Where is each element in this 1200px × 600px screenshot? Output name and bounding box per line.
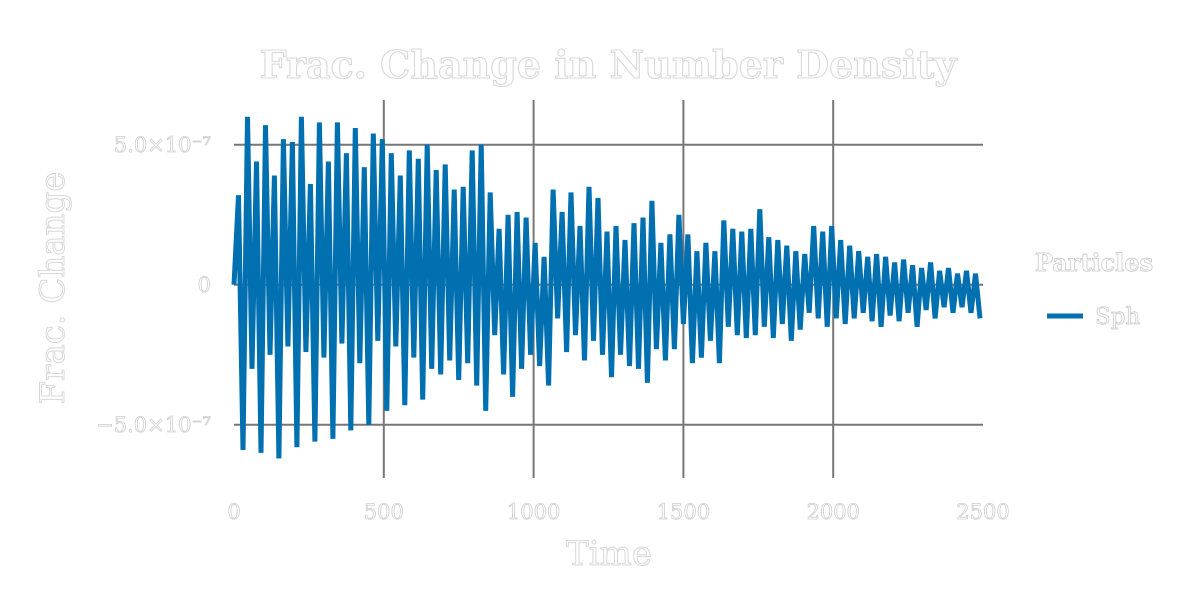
legend-title: Particles (1035, 248, 1153, 277)
x-axis-label: Time (566, 534, 652, 574)
y-tick-label: 0 (198, 273, 211, 297)
x-tick-label: 1500 (657, 500, 710, 524)
chart-title: Frac. Change in Number Density (260, 42, 958, 87)
plot-area (231, 116, 983, 459)
legend: Particles Sph (1034, 248, 1153, 331)
x-tick-label: 2000 (806, 500, 859, 524)
x-tick-label: 1000 (507, 500, 560, 524)
series-line-sph (231, 116, 983, 459)
y-tick-label: 5.0×10⁻⁷ (114, 133, 211, 157)
legend-label-sph: Sph (1095, 304, 1140, 330)
x-tick-label: 500 (364, 500, 404, 524)
x-ticks: 0 500 1000 1500 2000 2500 (227, 500, 1010, 525)
x-tick-label: 2500 (956, 500, 1009, 524)
y-ticks: 5.0×10⁻⁷ 0 −5.0×10⁻⁷ (96, 132, 212, 437)
y-axis-label: Frac. Change (33, 172, 73, 405)
y-tick-label: −5.0×10⁻⁷ (96, 413, 211, 437)
x-tick-label: 0 (227, 500, 240, 524)
